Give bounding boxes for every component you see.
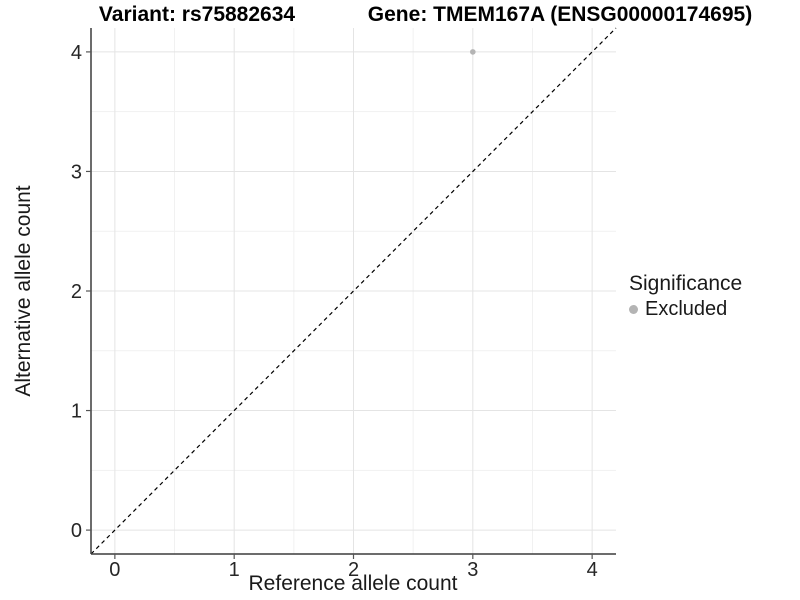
legend-title: Significance [629,272,743,295]
x-tick-label: 2 [348,559,359,581]
legend: Significance Excluded [629,272,742,320]
x-axis-title: Reference allele count [248,572,458,595]
legend-item-label: Excluded [645,298,728,320]
legend-item-excluded: Excluded [629,298,742,320]
x-tick-label: 1 [229,559,240,581]
identity-reference-line [90,27,617,555]
y-tick-label: 0 [71,520,82,542]
y-tick-label: 3 [71,161,82,183]
y-tick-label: 1 [71,401,82,423]
x-tick-label: 3 [467,559,478,581]
legend-key-dot-icon [629,304,638,314]
variant-title: Variant: rs75882634 [98,3,296,26]
y-tick-label: 4 [71,42,82,64]
x-tick-label: 0 [109,559,120,581]
y-tick-label: 2 [71,281,82,303]
x-tick-label: 4 [587,559,598,581]
gene-title: Gene: TMEM167A (ENSG00000174695) [367,3,753,26]
data-point [470,49,476,55]
y-axis-title: Alternative allele count [12,185,35,397]
